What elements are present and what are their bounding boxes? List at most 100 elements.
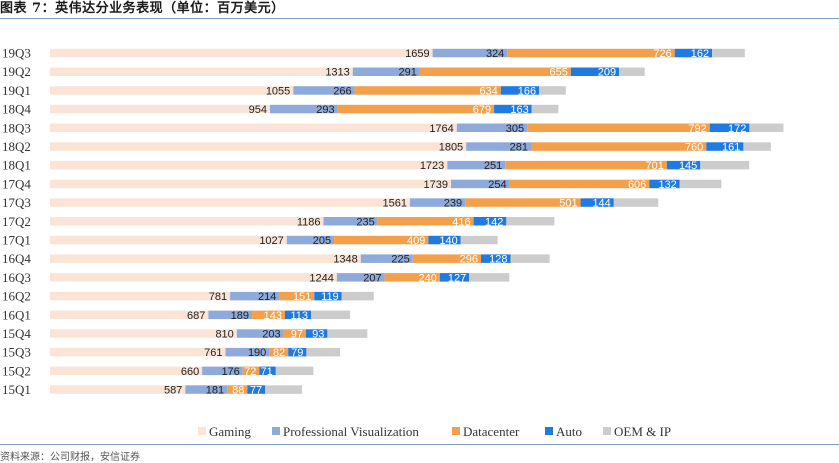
bar-segment-auto	[428, 235, 461, 245]
legend-swatch	[452, 427, 460, 435]
value-label: 606	[628, 179, 646, 191]
value-label: 93	[312, 329, 324, 341]
value-label: 1723	[420, 160, 444, 172]
value-label: 1348	[333, 254, 357, 266]
bar-segment-datacenter	[279, 291, 315, 301]
value-label: 166	[518, 85, 536, 97]
bar-segment-datacenter	[507, 48, 675, 58]
bar-segment-datacenter	[384, 273, 440, 282]
category-label: 18Q1	[2, 158, 31, 173]
value-label: 240	[419, 272, 437, 284]
bar-segment-datacenter	[465, 198, 581, 207]
bar-segment-datacenter	[283, 329, 306, 338]
bar-segment-auto	[649, 179, 680, 189]
category-label: 18Q4	[2, 102, 31, 117]
bar-segment-oem-and-ip	[539, 86, 566, 95]
value-label: 679	[473, 104, 491, 116]
bar-segment-datacenter	[334, 235, 429, 245]
bar-segment-auto	[500, 86, 540, 95]
category-label: 17Q2	[2, 214, 31, 229]
value-label: 163	[510, 104, 528, 116]
bar-row-18Q3: 18Q3 1764 305 792 172	[2, 120, 784, 135]
bar-segment-oem-and-ip	[327, 329, 368, 338]
bar-segment-datacenter	[527, 123, 710, 132]
value-label: 1027	[259, 235, 283, 247]
legend-swatch	[545, 427, 553, 435]
bar-segment-professional-visualization	[185, 385, 228, 394]
value-label: 128	[489, 254, 507, 266]
bar-row-16Q1: 16Q1 687 189 143 113	[2, 307, 350, 322]
bar-segment-datacenter	[354, 86, 501, 95]
value-label: 1659	[405, 48, 429, 60]
bar-segment-professional-visualization	[236, 329, 284, 338]
legend-label: Datacenter	[463, 424, 520, 439]
bar-segment-auto	[247, 385, 266, 394]
bar-segment-gaming	[50, 198, 410, 207]
bar-segment-gaming	[50, 291, 231, 301]
legend-item-datacenter: Datacenter	[452, 424, 520, 439]
stacked-bar-chart: 19Q3 1659 324 726 162 19Q2 1313 291 655 209 19Q1 10…	[2, 46, 784, 439]
category-label: 16Q1	[2, 307, 31, 322]
bar-segment-oem-and-ip	[712, 48, 745, 58]
value-label: 296	[460, 254, 478, 266]
value-label: 954	[249, 104, 267, 116]
value-label: 792	[688, 123, 706, 135]
bar-segment-gaming	[50, 104, 270, 114]
value-label: 72	[244, 366, 256, 378]
bar-segment-gaming	[50, 142, 467, 151]
value-label: 71	[261, 366, 273, 378]
bar-segment-professional-visualization	[323, 217, 378, 226]
bar-segment-professional-visualization	[466, 142, 531, 151]
legend-swatch	[603, 427, 611, 435]
value-label: 701	[646, 160, 664, 172]
bar-row-19Q3: 19Q3 1659 324 726 162	[2, 46, 745, 61]
category-label: 15Q4	[2, 326, 31, 341]
bar-segment-datacenter	[269, 347, 289, 357]
bar-segment-oem-and-ip	[679, 179, 722, 189]
legend-label: Professional Visualization	[283, 424, 419, 439]
bar-row-17Q2: 17Q2 1186 235 416 142	[2, 214, 555, 229]
bar-segment-professional-visualization	[360, 254, 413, 263]
bar-segment-gaming	[50, 273, 337, 282]
bar-segment-gaming	[50, 86, 294, 95]
bar-segment-oem-and-ip	[619, 67, 645, 76]
bar-segment-gaming	[50, 123, 457, 132]
value-label: 97	[291, 329, 303, 341]
bar-segment-gaming	[50, 179, 451, 189]
value-label: 781	[209, 291, 227, 303]
bar-segment-oem-and-ip	[460, 235, 498, 245]
bar-row-16Q3: 16Q3 1244 207 240 127	[2, 270, 510, 285]
bar-segment-gaming	[50, 160, 448, 170]
bar-segment-auto	[288, 347, 307, 357]
bar-segment-datacenter	[419, 67, 571, 76]
value-label: 761	[204, 347, 222, 359]
value-label: 1055	[266, 85, 290, 97]
bar-segment-professional-visualization	[293, 86, 355, 95]
bar-segment-auto	[259, 366, 276, 376]
bar-segment-professional-visualization	[451, 179, 510, 189]
value-label: 225	[391, 254, 409, 266]
bar-segment-gaming	[50, 67, 353, 76]
bar-segment-datacenter	[252, 310, 285, 320]
bar-segment-auto	[706, 142, 744, 151]
bar-segment-auto	[666, 160, 701, 170]
bar-segment-auto	[580, 198, 614, 207]
bar-segment-gaming	[50, 310, 209, 320]
value-label: 1244	[309, 272, 333, 284]
bar-segment-oem-and-ip	[531, 104, 559, 114]
value-label: 151	[293, 291, 311, 303]
category-label: 19Q1	[2, 83, 31, 98]
value-label: 144	[592, 198, 610, 210]
value-label: 1805	[439, 142, 463, 154]
bar-segment-oem-and-ip	[506, 217, 555, 226]
value-label: 1186	[297, 216, 321, 228]
legend-swatch	[198, 427, 206, 435]
value-label: 127	[448, 272, 466, 284]
value-label: 324	[486, 48, 504, 60]
legend-item-oem-and-ip: OEM & IP	[603, 424, 671, 439]
bar-row-18Q4: 18Q4 954 293 679 163	[2, 102, 559, 117]
category-label: 15Q1	[2, 382, 31, 397]
bar-segment-datacenter	[412, 254, 481, 263]
legend-label: Gaming	[209, 424, 251, 439]
legend-label: Auto	[556, 424, 582, 439]
